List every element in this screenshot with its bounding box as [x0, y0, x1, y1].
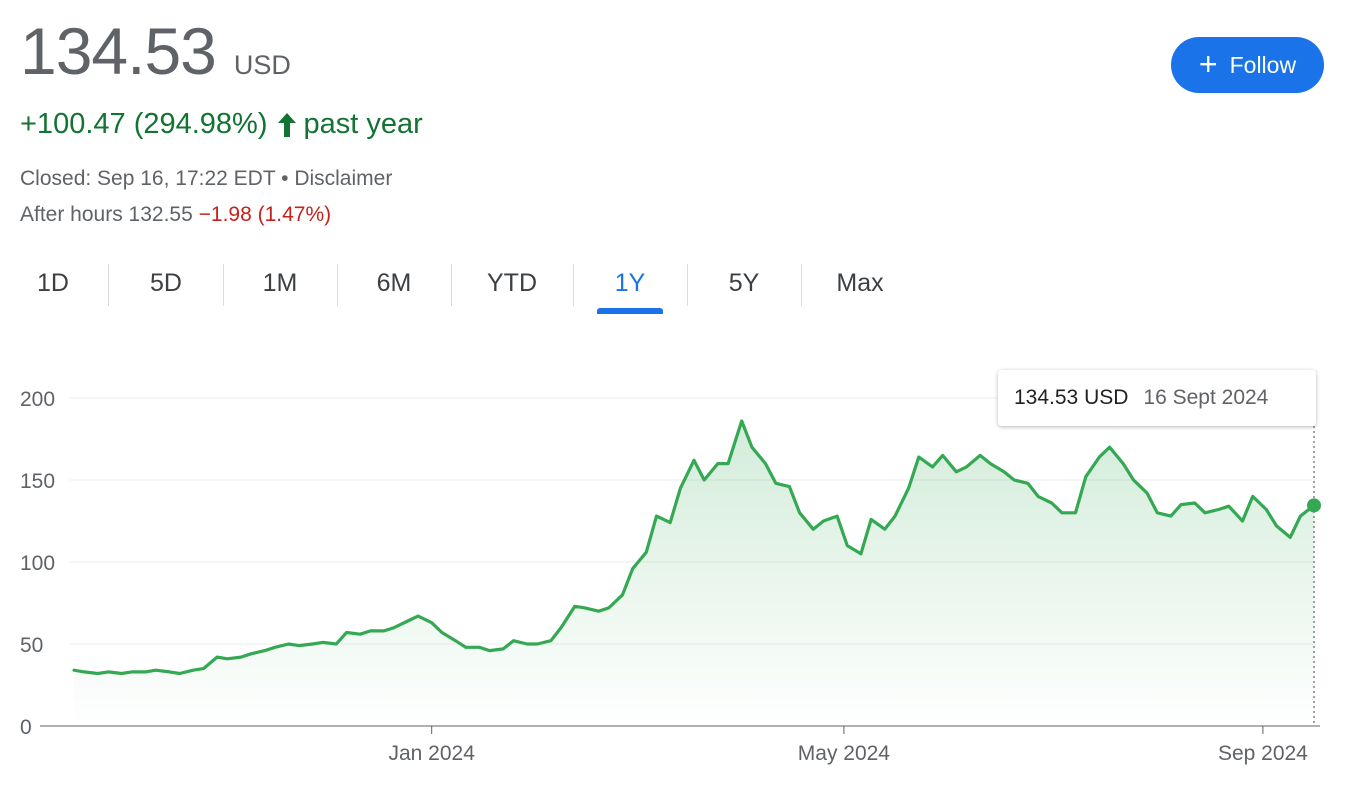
- price-currency: USD: [233, 50, 291, 80]
- tab-5d[interactable]: 5D: [150, 269, 182, 297]
- price-line: [72, 419, 1316, 676]
- last-price-dot: [1307, 498, 1321, 513]
- follow-button-label: Follow: [1229, 51, 1297, 78]
- tab-5y[interactable]: 5Y: [728, 269, 760, 297]
- x-tick-label: Sep 2024: [1218, 742, 1308, 765]
- x-tick-label: Jan 2024: [388, 742, 475, 765]
- tab-ytd[interactable]: YTD: [487, 269, 537, 297]
- tooltip-date: 16 Sept 2024: [1143, 386, 1269, 409]
- y-tick-label: 0: [20, 716, 32, 739]
- plus-icon: +: [1198, 45, 1218, 82]
- after-hours: After hours 132.55 −1.98 (1.47%): [20, 203, 331, 227]
- chart-tooltip: 134.53 USD 16 Sept 2024: [998, 370, 1316, 426]
- y-tick-label: 50: [20, 634, 43, 657]
- closed-text: Closed: Sep 16, 17:22 EDT: [20, 167, 276, 190]
- stock-price: 134.53: [20, 14, 217, 88]
- y-tick-label: 100: [20, 552, 55, 575]
- tab-divider: [223, 264, 224, 306]
- tab-divider: [801, 264, 802, 306]
- price-change-row: +100.47 (294.98%) past year: [20, 108, 423, 141]
- x-tick-label: May 2024: [798, 742, 891, 765]
- tab-1m[interactable]: 1M: [262, 269, 298, 297]
- separator-dot: •: [275, 167, 295, 190]
- price-row: 134.53 USD: [20, 18, 291, 84]
- tab-divider: [108, 264, 109, 306]
- tab-1y[interactable]: 1Y: [574, 256, 686, 314]
- price-area: [74, 421, 1314, 726]
- tooltip-price: 134.53 USD: [1014, 386, 1129, 409]
- tab-divider: [573, 264, 574, 306]
- market-status: Closed: Sep 16, 17:22 EDT • Disclaimer: [20, 167, 392, 191]
- y-tick-label: 150: [20, 470, 55, 493]
- tab-divider: [337, 264, 338, 306]
- change-period: past year: [303, 108, 423, 140]
- after-hours-price: After hours 132.55: [20, 203, 193, 226]
- tab-divider: [451, 264, 452, 306]
- tab-divider: [687, 264, 688, 306]
- follow-button[interactable]: + Follow: [1171, 37, 1324, 93]
- tab-max[interactable]: Max: [836, 269, 884, 297]
- tab-1d[interactable]: 1D: [37, 269, 69, 297]
- arrow-up-icon: [276, 111, 298, 139]
- y-tick-label: 200: [20, 388, 55, 411]
- disclaimer-link[interactable]: Disclaimer: [294, 167, 393, 190]
- price-change: +100.47 (294.98%): [20, 108, 268, 140]
- tab-6m[interactable]: 6M: [376, 269, 412, 297]
- after-hours-change: −1.98 (1.47%): [198, 203, 332, 226]
